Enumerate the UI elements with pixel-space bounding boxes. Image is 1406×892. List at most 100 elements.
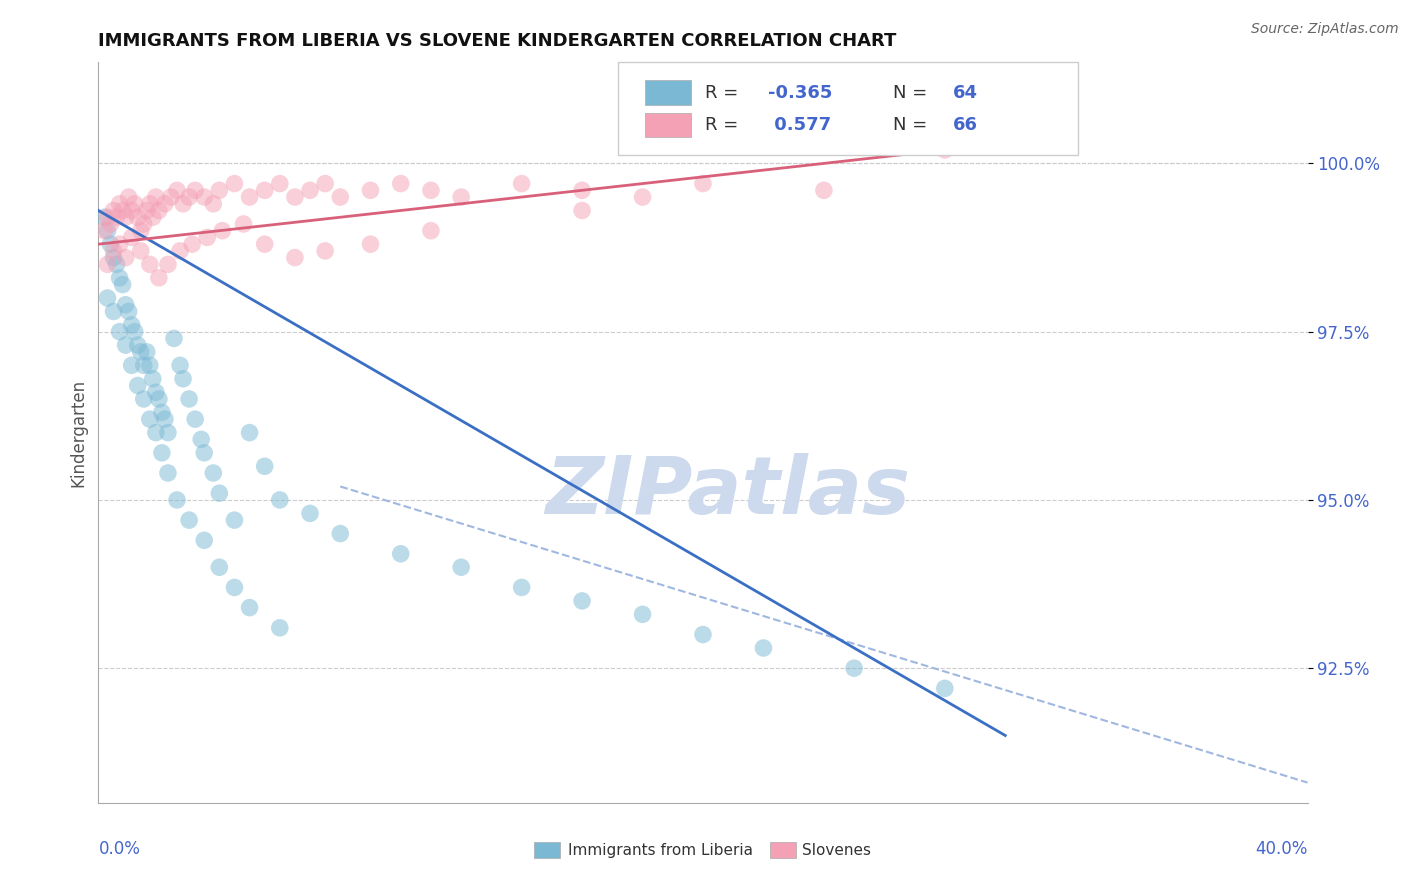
Point	[299, 183, 322, 197]
Point	[314, 244, 336, 258]
Text: R =: R =	[706, 116, 738, 135]
Point	[111, 203, 134, 218]
Point	[129, 244, 152, 258]
Point	[329, 190, 352, 204]
Point	[124, 325, 146, 339]
Point	[139, 359, 162, 373]
Point	[202, 196, 225, 211]
Point	[166, 492, 188, 507]
Point	[360, 183, 382, 197]
Point	[389, 547, 412, 561]
Point	[156, 466, 179, 480]
Point	[129, 224, 152, 238]
Point	[132, 217, 155, 231]
Point	[299, 507, 322, 521]
Point	[100, 217, 122, 231]
Point	[571, 594, 593, 608]
Point	[314, 177, 336, 191]
Point	[239, 600, 262, 615]
Point	[202, 466, 225, 480]
Point	[121, 318, 143, 332]
Point	[179, 392, 201, 406]
Point	[96, 211, 118, 225]
Point	[108, 270, 131, 285]
Point	[105, 211, 128, 225]
Text: Slovenes: Slovenes	[803, 843, 872, 858]
Point	[150, 446, 173, 460]
Point	[179, 190, 201, 204]
Point	[132, 392, 155, 406]
Point	[208, 183, 231, 197]
Point	[163, 331, 186, 345]
Point	[103, 251, 125, 265]
Point	[571, 203, 593, 218]
Text: 0.0%: 0.0%	[98, 840, 141, 858]
Text: 40.0%: 40.0%	[1256, 840, 1308, 858]
Point	[510, 177, 533, 191]
Point	[166, 183, 188, 197]
Point	[692, 177, 714, 191]
Y-axis label: Kindergarten: Kindergarten	[69, 378, 87, 487]
Point	[118, 304, 141, 318]
Point	[934, 681, 956, 696]
Text: -0.365: -0.365	[768, 84, 832, 102]
Point	[239, 190, 262, 204]
Text: Immigrants from Liberia: Immigrants from Liberia	[568, 843, 752, 858]
Point	[184, 183, 207, 197]
Point	[111, 277, 134, 292]
Point	[96, 224, 118, 238]
Point	[103, 203, 125, 218]
Text: IMMIGRANTS FROM LIBERIA VS SLOVENE KINDERGARTEN CORRELATION CHART: IMMIGRANTS FROM LIBERIA VS SLOVENE KINDE…	[98, 32, 897, 50]
Point	[239, 425, 262, 440]
Point	[232, 217, 254, 231]
Bar	[534, 842, 561, 858]
Point	[269, 621, 291, 635]
Point	[172, 196, 194, 211]
Point	[813, 183, 835, 197]
Point	[105, 257, 128, 271]
Point	[269, 177, 291, 191]
Point	[139, 412, 162, 426]
Point	[193, 533, 215, 548]
Point	[253, 459, 276, 474]
Text: 0.577: 0.577	[768, 116, 831, 135]
Point	[190, 433, 212, 447]
Point	[224, 513, 246, 527]
Point	[208, 560, 231, 574]
Point	[108, 325, 131, 339]
Point	[114, 251, 136, 265]
Point	[114, 338, 136, 352]
Point	[142, 211, 165, 225]
Point	[121, 203, 143, 218]
Point	[96, 257, 118, 271]
Point	[145, 385, 167, 400]
Point	[127, 211, 149, 225]
Point	[148, 203, 170, 218]
Point	[142, 372, 165, 386]
Point	[118, 190, 141, 204]
Point	[934, 143, 956, 157]
Point	[150, 405, 173, 419]
Bar	[645, 112, 690, 137]
FancyBboxPatch shape	[619, 62, 1078, 155]
Point	[127, 378, 149, 392]
Point	[571, 183, 593, 197]
Point	[121, 359, 143, 373]
Point	[169, 244, 191, 258]
Text: 64: 64	[953, 84, 979, 102]
Point	[129, 344, 152, 359]
Point	[631, 607, 654, 622]
Point	[844, 661, 866, 675]
Point	[224, 581, 246, 595]
Point	[124, 196, 146, 211]
Point	[631, 190, 654, 204]
Point	[139, 196, 162, 211]
Point	[450, 560, 472, 574]
Point	[184, 412, 207, 426]
Point	[692, 627, 714, 641]
Point	[224, 177, 246, 191]
Bar	[645, 80, 690, 104]
Point	[160, 190, 183, 204]
Point	[108, 196, 131, 211]
Point	[284, 190, 307, 204]
